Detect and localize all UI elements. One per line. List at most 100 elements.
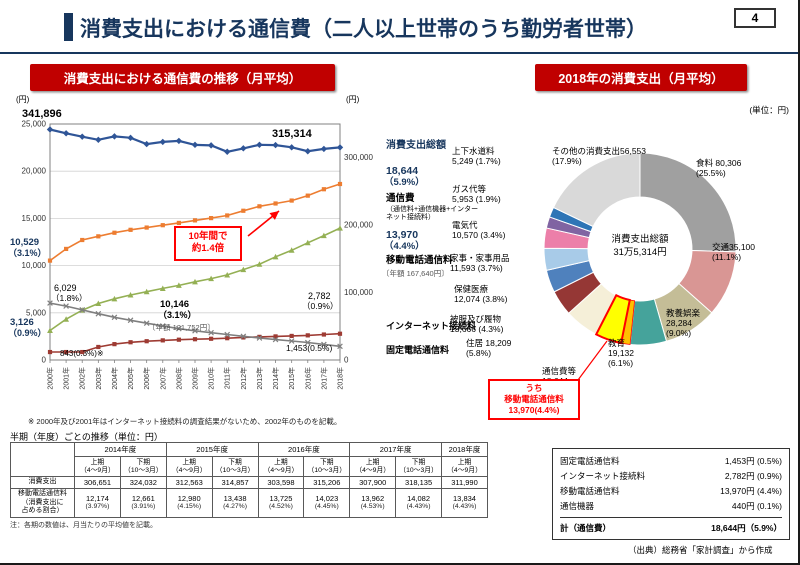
table-period-header: 上期 （4～9月） (74, 456, 121, 477)
svg-text:0: 0 (42, 356, 47, 365)
summary-row: 移動電話通信料 13,970円 (4.4%) (560, 483, 782, 498)
label-communication-end-value: 18,644 (386, 165, 419, 177)
source-note: （出典）総務省「家計調査」から作成 (628, 545, 773, 555)
table-cell: 311,990 (441, 475, 488, 490)
communication-summary-box: 固定電話通信料 1,453円 (0.5%) インターネット接続料 2,782円 (0.… (552, 448, 790, 540)
svg-text:2010年: 2010年 (207, 367, 216, 390)
chart-note: ※ 2000年及び2001年はインターネット接続料の調査結果がないため、2002… (28, 417, 342, 426)
legend-communication-sub: （通信料+通信機器+インターネット接続料） (386, 206, 479, 221)
table-cell: 318,135 (395, 475, 442, 490)
summary-rows: 固定電話通信料 1,453円 (0.5%) インターネット接続料 2,782円 (0.… (560, 453, 782, 513)
label-mobile-start-pct: （0.9%） (8, 328, 47, 338)
table-cell: 12,174 (3.97%) (74, 488, 121, 518)
summary-total-row: 計（通信費） 18,644円（（5.9%）5.9%） (560, 517, 782, 534)
table-year-header: 2015年度 (165, 442, 259, 457)
label-mobile-end-value: 13,970 (386, 229, 419, 241)
table-cell: 312,563 (165, 475, 213, 490)
pie-slice-label: 住居 18,209 (5.8%) (466, 338, 512, 359)
pie-center-label: 消費支出総額 31万5,314円 (580, 234, 700, 260)
label-total-start: 341,896 (22, 108, 62, 120)
left-panel: 消費支出における通信費の推移（月平均） 0 5,000 10,000 15,000 20… (8, 58, 488, 563)
label-communication-start-pct: （3.1%） (8, 248, 47, 258)
mobile-callout-line1: うち (525, 383, 543, 393)
pie-chart-canvas (543, 152, 737, 381)
pie-slice-label: 教養娯楽 28,284 (9.0%) (666, 308, 701, 339)
svg-text:2007年: 2007年 (158, 367, 167, 390)
summary-row-label: インターネット接続料 (560, 470, 646, 481)
table-cell: 307,900 (349, 475, 397, 490)
label-internet-end-value: 2,782 (308, 291, 331, 301)
semiannual-table: 2014年度 2015年度 2016年度 2017年度 2018年度 上期 （4～9月）下… (10, 442, 488, 518)
table-cell: 14,082 (4.43%) (395, 488, 442, 518)
summary-total-value: 18,644円（（5.9%）5.9%） (711, 523, 782, 533)
legend-internet: インターネット接続料 (386, 321, 477, 331)
summary-row-value: 440円 (0.1%) (731, 500, 782, 511)
table-cell: 13,725 (4.52%) (257, 488, 305, 518)
table-cell: 13,834 (4.43%) (441, 488, 488, 518)
svg-text:2011年: 2011年 (223, 367, 232, 389)
svg-text:2006年: 2006年 (142, 367, 151, 390)
summary-total-label: 計（通信費） (560, 523, 612, 533)
summary-row: 固定電話通信料 1,453円 (0.5%) (560, 453, 782, 468)
table-cell: 13,438 (4.27%) (211, 488, 259, 518)
header: 消費支出における通信費（二人以上世帯のうち勤労者世帯） 4 (0, 0, 798, 54)
label-mobile-mid-pct: （3.1%） (158, 310, 197, 320)
growth-callout-line1: 10年間で (188, 231, 228, 242)
line-chart: 0 5,000 10,000 15,000 20,000 25,000 0 100,000 20… (8, 94, 486, 414)
table-period-header: 下期 （10～3月） (119, 456, 167, 477)
svg-text:2015年: 2015年 (287, 367, 296, 390)
svg-text:2009年: 2009年 (191, 367, 200, 390)
table-cell: 14,023 (4.45%) (303, 488, 351, 518)
legend-fixed: 固定電話通信料 (386, 345, 450, 355)
table-row-label: 消費支出 (10, 475, 75, 490)
table-period-header: 上期 （4～9月） (349, 456, 397, 477)
page-number: 4 (734, 8, 776, 28)
pie-slice-label: 被服及び履物 13,666 (4.3%) (450, 314, 504, 335)
left-axis-unit: (円) (16, 95, 30, 104)
table-cell: 306,651 (74, 475, 121, 490)
svg-text:25,000: 25,000 (22, 120, 47, 129)
summary-row-label: 通信機器 (560, 500, 595, 511)
pie-slice-label: 教育 19,132 (6.1%) (608, 338, 634, 369)
summary-row-label: 移動電話通信料 (560, 485, 620, 496)
svg-text:200,000: 200,000 (344, 221, 373, 230)
table-title: 半期（年度）ごとの推移（単位：円） (10, 432, 163, 442)
table-period-header: 上期 （4～9月） (257, 456, 305, 477)
mobile-callout-line3: 13,970(4.4%) (508, 405, 560, 416)
svg-text:15,000: 15,000 (22, 214, 47, 223)
legend-mobile: 移動電話通信料 (386, 255, 453, 266)
table-cell: 12,661 (3.91%) (119, 488, 167, 518)
pie-chart: (単位：円) 食料 80,306 (25.5%) 交通35,100 (11.1%) 教養… (450, 96, 795, 430)
svg-text:2012年: 2012年 (239, 367, 248, 390)
summary-row: インターネット接続料 2,782円 (0.9%) (560, 468, 782, 483)
svg-text:2013年: 2013年 (255, 367, 264, 390)
svg-text:10,000: 10,000 (22, 261, 47, 270)
table-year-header: 2014年度 (74, 442, 167, 457)
pie-slice-label: 電気代 10,570 (3.4%) (452, 220, 506, 241)
table-cell: 12,980 (4.15%) (165, 488, 213, 518)
svg-text:2017年: 2017年 (319, 367, 328, 390)
table-cell: 324,032 (119, 475, 167, 490)
table-year-header: 2017年度 (349, 442, 442, 457)
summary-row-value: 1,453円 (0.5%) (724, 455, 782, 466)
table-period-header: 下期 （10～3月） (303, 456, 351, 477)
label-fixed-start-value: 6,029 (54, 283, 77, 293)
table-note: 注：各期の数値は、月当たりの平均値を記載。 (10, 522, 157, 529)
svg-text:0: 0 (344, 356, 349, 365)
table-period-header: 下期 （10～3月） (395, 456, 442, 477)
summary-row-value: 13,970円 (4.4%) (720, 485, 782, 496)
pie-center-line1: 消費支出総額 (611, 234, 669, 245)
table-period-header: 上期 （4～9月） (441, 456, 488, 477)
line-chart-canvas: 0 5,000 10,000 15,000 20,000 25,000 0 100,000 20… (22, 120, 374, 390)
growth-callout: 10年間で 約1.4倍 (174, 226, 242, 261)
mobile-callout-line2: 移動電話通信料 (504, 394, 564, 405)
summary-row: 通信機器 440円 (0.1%) (560, 498, 782, 513)
label-fixed-start-pct: （1.8%） (51, 293, 88, 303)
label-mobile-mid-annual: 〔年額 121,752円〕 (148, 323, 215, 332)
pie-slice-label: 交通35,100 (11.1%) (712, 242, 755, 263)
table-year-header: 2016年度 (257, 442, 351, 457)
mobile-callout: うち 移動電話通信料 13,970(4.4%) (488, 379, 580, 421)
table-row: 移動電話通信料 （消費支出に 占める割合） 12,174 (3.97%) 12,661… (10, 488, 488, 518)
table-cell: 13,962 (4.53%) (349, 488, 397, 518)
